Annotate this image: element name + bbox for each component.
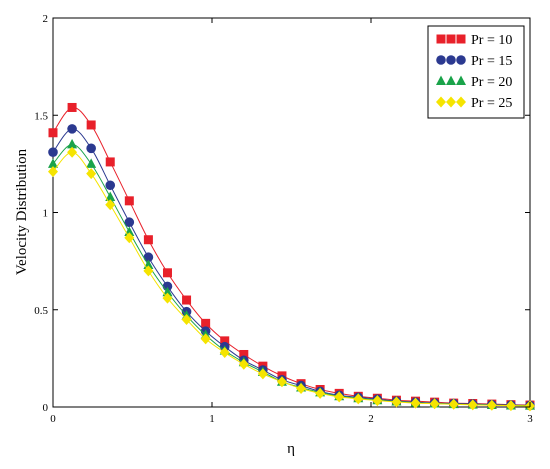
legend-marker <box>436 96 446 108</box>
data-point <box>105 180 116 191</box>
data-point <box>334 391 345 403</box>
y-tick-label: 0 <box>43 402 49 414</box>
data-point <box>105 157 115 167</box>
data-point <box>162 268 172 278</box>
data-point <box>48 147 58 158</box>
data-point <box>48 158 58 168</box>
data-point <box>124 217 135 228</box>
data-point <box>124 196 134 206</box>
data-point <box>238 358 249 370</box>
legend: Pr = 10 Pr = 15 Pr = 20 Pr = 25 <box>427 25 525 119</box>
legend-marker <box>446 75 456 85</box>
data-point <box>86 143 96 154</box>
legend-marker <box>456 34 466 44</box>
data-point <box>219 347 230 359</box>
legend-item: Pr = 10 <box>436 33 512 48</box>
legend-label: Pr = 20 <box>471 75 512 90</box>
x-tick-label: 2 <box>368 413 374 425</box>
x-tick-label: 3 <box>527 413 533 425</box>
y-tick-label: 1 <box>43 208 49 220</box>
data-point <box>86 120 96 130</box>
legend-item: Pr = 15 <box>436 54 512 69</box>
data-point <box>162 292 173 304</box>
data-point <box>410 397 421 409</box>
y-axis-label: Velocity Distribution <box>14 148 30 275</box>
data-point <box>48 166 58 178</box>
data-point <box>486 399 497 411</box>
data-point <box>67 146 78 158</box>
data-point <box>182 295 192 305</box>
legend-item: Pr = 20 <box>436 75 512 90</box>
legend-label: Pr = 15 <box>471 54 512 69</box>
legend-marker <box>436 34 446 44</box>
data-point <box>353 393 364 405</box>
legend-marker <box>436 75 446 85</box>
legend-item: Pr = 25 <box>436 96 512 111</box>
data-point <box>143 265 154 277</box>
legend-label: Pr = 25 <box>471 96 512 111</box>
legend-marker <box>456 96 466 108</box>
legend-marker <box>446 55 456 65</box>
data-point <box>315 387 326 399</box>
data-point <box>67 138 78 149</box>
data-point <box>391 396 402 408</box>
data-point <box>86 158 97 168</box>
data-point <box>67 124 77 134</box>
data-point <box>143 252 154 263</box>
legend-marker <box>456 55 466 65</box>
data-point <box>257 368 268 380</box>
legend-marker <box>446 96 456 108</box>
data-point <box>67 102 77 112</box>
legend-label: Pr = 10 <box>471 33 512 48</box>
legend-marker <box>436 55 446 65</box>
data-point <box>372 395 383 407</box>
ticks-layer: 0 1 2 3 0 0.5 1 1.5 2 <box>34 13 533 425</box>
data-point <box>429 398 440 410</box>
series-pr-25 <box>48 146 535 412</box>
data-point <box>505 400 516 412</box>
x-tick-label: 1 <box>209 413 215 425</box>
y-tick-label: 1.5 <box>34 110 48 122</box>
data-point <box>200 333 211 345</box>
y-tick-label: 0.5 <box>34 305 48 317</box>
data-point <box>105 191 116 201</box>
data-point <box>48 128 58 138</box>
x-axis-label: η <box>287 441 295 457</box>
data-point <box>105 199 116 211</box>
data-point <box>143 235 153 245</box>
data-point <box>162 286 173 297</box>
data-point <box>296 383 307 395</box>
data-point <box>181 313 192 325</box>
data-point <box>86 168 97 180</box>
data-point <box>124 232 135 244</box>
x-tick-label: 0 <box>50 413 56 425</box>
data-point <box>239 349 249 359</box>
data-point <box>448 398 459 410</box>
data-point <box>201 318 211 328</box>
data-point <box>467 399 478 411</box>
legend-marker <box>456 75 466 85</box>
data-point <box>276 376 287 388</box>
data-point <box>220 336 230 346</box>
y-tick-label: 2 <box>43 13 49 25</box>
legend-marker <box>446 34 456 44</box>
